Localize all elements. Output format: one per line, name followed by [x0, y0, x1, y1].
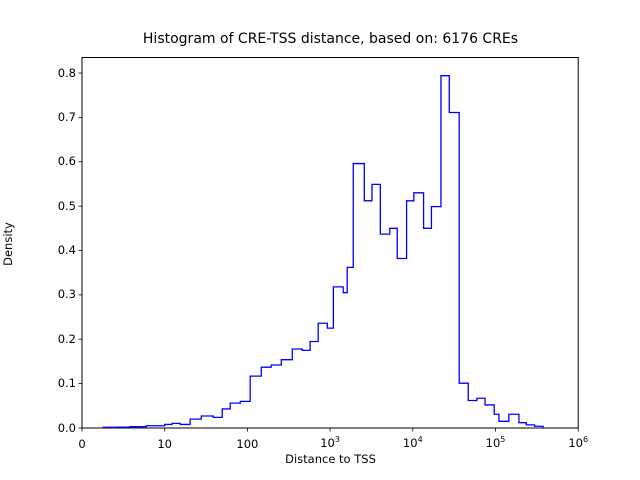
- y-tick-label: 0.2: [57, 331, 76, 346]
- x-tick-label: 104: [402, 435, 423, 450]
- histogram-step-line: [102, 75, 544, 428]
- y-tick-label: 0.7: [57, 109, 76, 124]
- axis-tick-marks: [78, 72, 579, 432]
- x-tick-label: 0: [78, 437, 86, 451]
- axes-spines: [81, 57, 579, 429]
- x-tick-label: 10: [157, 437, 172, 451]
- x-tick-label: 100: [236, 437, 259, 451]
- x-tick-label: 103: [320, 435, 340, 450]
- y-tick-label: 0.1: [57, 376, 76, 391]
- x-axis-label: Distance to TSS: [285, 452, 376, 466]
- y-axis-label: Density: [1, 222, 15, 266]
- chart-title: Histogram of CRE-TSS distance, based on:…: [142, 31, 519, 47]
- y-tick-label: 0.8: [57, 65, 76, 80]
- x-tick-label: 105: [485, 435, 506, 450]
- x-tick-label: 106: [568, 435, 589, 450]
- y-tick-label: 0.4: [57, 243, 76, 257]
- y-tick-label: 0.5: [57, 198, 76, 213]
- y-tick-label: 0.6: [57, 154, 76, 169]
- y-tick-label: 0.0: [57, 420, 76, 435]
- y-tick-label: 0.3: [57, 287, 76, 302]
